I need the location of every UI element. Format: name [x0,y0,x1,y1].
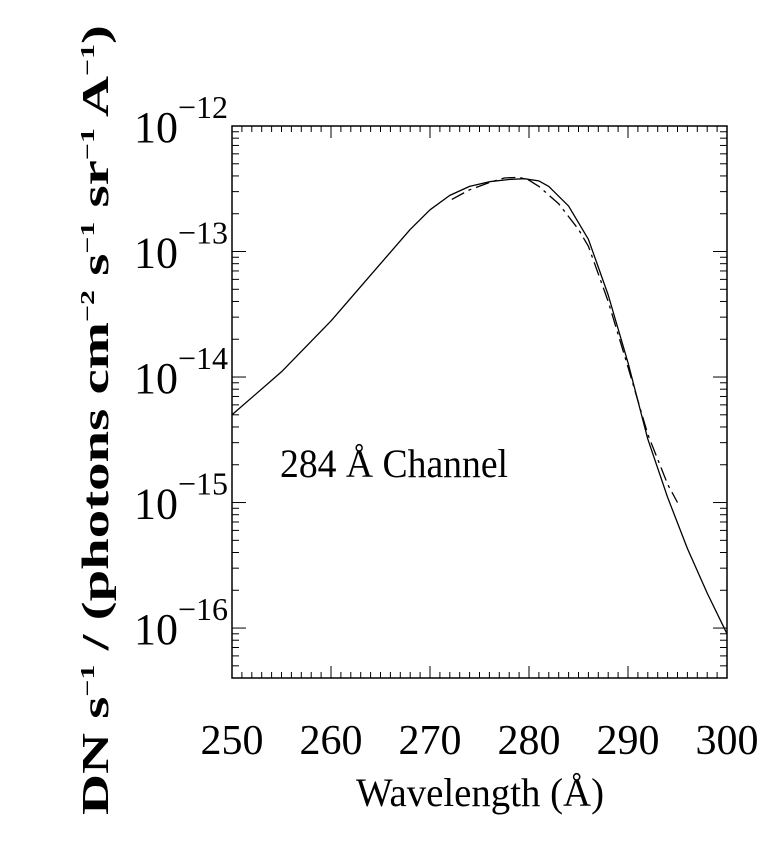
x-axis-label: Wavelength (Å) [356,770,604,815]
channel-annotation: 284 Å Channel [280,441,508,486]
axis-ticks [231,125,728,679]
y-tick-base: 10 [134,103,178,152]
series-dashdot-line [451,176,679,503]
y-tick-label: 10−14 [134,340,228,403]
y-tick-label: 10−15 [134,466,228,529]
x-tick-labels: 250 260 270 280 290 300 [201,718,759,764]
y-label-part: sr [75,160,117,222]
plot-frame [231,125,728,679]
y-tick-base: 10 [134,354,178,403]
y-tick-base: 10 [134,229,178,278]
y-label-sup: −1 [77,128,99,160]
x-tick-label: 300 [696,718,759,764]
y-label-part: A [75,75,117,128]
y-tick-label: 10−12 [134,89,228,152]
y-label-part: ) [75,25,117,44]
y-tick-exp: −13 [178,215,228,251]
y-label-part: / (photons cm [75,322,117,665]
x-tick-label: 260 [300,718,363,764]
y-tick-base: 10 [134,605,178,654]
y-tick-base: 10 [134,480,178,529]
y-label-sup: −1 [77,222,99,254]
y-label-part: DN s [75,697,117,815]
series-solid-line [231,178,728,635]
y-tick-label: 10−16 [134,591,228,654]
y-label-sup: −1 [77,44,99,76]
y-tick-label: 10−13 [134,215,228,278]
y-label-part: s [75,254,117,290]
x-tick-label: 280 [498,718,561,764]
y-tick-exp: −15 [178,466,228,502]
y-tick-exp: −16 [178,591,228,627]
series-group [231,176,728,635]
x-tick-label: 270 [399,718,462,764]
x-tick-label: 250 [201,718,264,764]
y-label-sup: −2 [77,290,99,322]
y-label-sup: −1 [77,665,99,697]
x-tick-label: 290 [597,718,660,764]
y-axis-label: DN s−1 / (photons cm−2 s−1 sr−1 A−1) [75,25,117,815]
y-tick-exp: −14 [178,340,228,376]
y-tick-exp: −12 [178,89,228,125]
